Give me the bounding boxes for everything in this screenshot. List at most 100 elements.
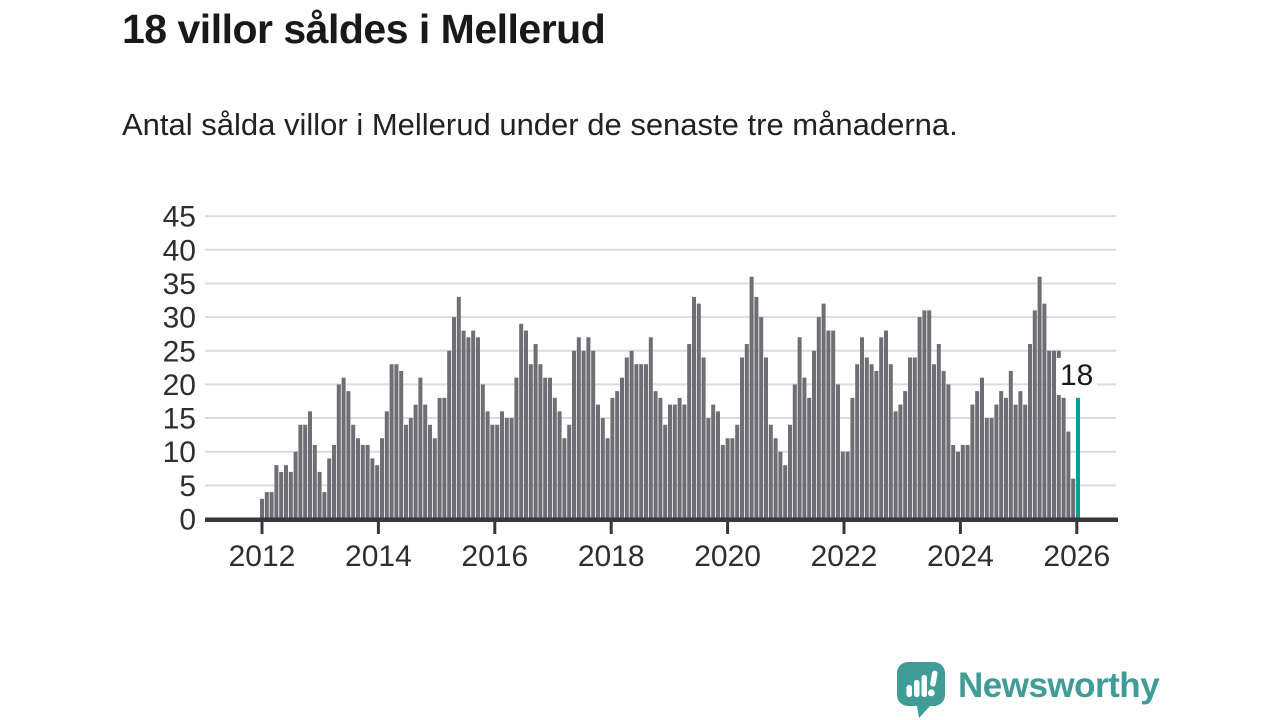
chart-subtitle: Antal sålda villor i Mellerud under de s…: [122, 107, 958, 142]
y-axis-tick-label: 40: [163, 234, 196, 267]
bar: [591, 350, 596, 519]
bar: [663, 424, 668, 519]
bar: [552, 397, 557, 519]
bar: [956, 451, 960, 519]
x-axis-line: [205, 517, 1118, 522]
bar: [360, 444, 365, 519]
bar: [1037, 276, 1042, 519]
x-axis-tick-label: 2012: [229, 540, 296, 573]
bar: [927, 310, 932, 519]
bar: [480, 384, 485, 519]
newsworthy-wordmark: Newsworthy: [958, 665, 1160, 705]
bar: [365, 444, 370, 519]
x-axis-tick: [609, 521, 613, 534]
bar: [572, 350, 576, 519]
bar: [418, 377, 423, 519]
bar: [274, 465, 279, 519]
y-axis-tick-label: 5: [179, 470, 196, 503]
bar: [845, 451, 850, 519]
bar: [293, 451, 298, 519]
bar: [788, 424, 792, 519]
bar: [543, 377, 548, 519]
bar: [960, 444, 965, 519]
bar: [989, 418, 994, 519]
bar: [264, 492, 269, 519]
bar: [336, 384, 341, 519]
y-axis-tick-label: 25: [163, 335, 196, 368]
bar: [610, 397, 615, 519]
bar: [624, 357, 629, 519]
bar: [749, 276, 754, 519]
bar: [428, 424, 432, 519]
bar: [538, 364, 543, 519]
bar: [1042, 303, 1047, 519]
bar: [797, 337, 802, 519]
x-axis-tick: [842, 521, 846, 534]
bar: [1052, 350, 1056, 519]
bar: [562, 438, 567, 519]
bar: [999, 391, 1004, 519]
bar: [922, 310, 927, 519]
bar: [524, 330, 528, 519]
bar: [432, 438, 437, 519]
bar: [596, 404, 600, 519]
bar: [312, 444, 317, 519]
bar: [437, 397, 442, 519]
bar: [620, 377, 624, 519]
bar: [682, 404, 687, 519]
bar: [615, 391, 620, 519]
bar: [351, 424, 356, 519]
bar: [452, 317, 456, 519]
bar: [869, 364, 874, 519]
bar: [936, 344, 941, 519]
bar: [466, 337, 471, 519]
y-axis-tick-label: 10: [163, 436, 196, 469]
bar: [1013, 404, 1018, 519]
bar: [500, 411, 504, 519]
bar: [442, 397, 447, 519]
bar: [639, 364, 644, 519]
x-axis-tick-label: 2024: [927, 540, 994, 573]
bar: [716, 411, 720, 519]
bar: [629, 350, 634, 519]
highlight-value-label: 18: [1056, 358, 1098, 395]
y-axis-tick-label: 30: [163, 302, 196, 335]
bar: [471, 330, 476, 519]
bar: [509, 418, 514, 519]
bar: [384, 411, 389, 519]
bar: [519, 323, 524, 519]
bar: [951, 444, 956, 519]
bar: [980, 377, 984, 519]
bar: [456, 296, 461, 519]
bar: [668, 404, 672, 519]
bar: [970, 404, 975, 519]
bar: [812, 350, 816, 519]
bar: [485, 411, 490, 519]
bar: [908, 357, 912, 519]
bar: [816, 317, 821, 519]
bar: [778, 451, 783, 519]
bar: [476, 337, 480, 519]
newsworthy-logo-icon: [897, 662, 945, 718]
x-axis-tick: [726, 521, 730, 534]
bar: [773, 438, 778, 519]
bar: [644, 364, 648, 519]
bar: [984, 418, 989, 519]
bar: [370, 458, 375, 519]
bar: [884, 330, 888, 519]
bar: [380, 438, 384, 519]
y-axis-tick-label: 15: [163, 403, 196, 436]
bar: [754, 296, 759, 519]
bar: [447, 350, 452, 519]
bar: [701, 357, 706, 519]
bar: [768, 424, 773, 519]
bar: [399, 370, 404, 519]
bar: [341, 377, 346, 519]
bar: [836, 384, 840, 519]
bar: [1032, 310, 1037, 519]
bar: [831, 330, 836, 519]
x-axis-tick: [493, 521, 497, 534]
x-axis-tick: [1075, 521, 1079, 534]
bar: [653, 391, 658, 519]
